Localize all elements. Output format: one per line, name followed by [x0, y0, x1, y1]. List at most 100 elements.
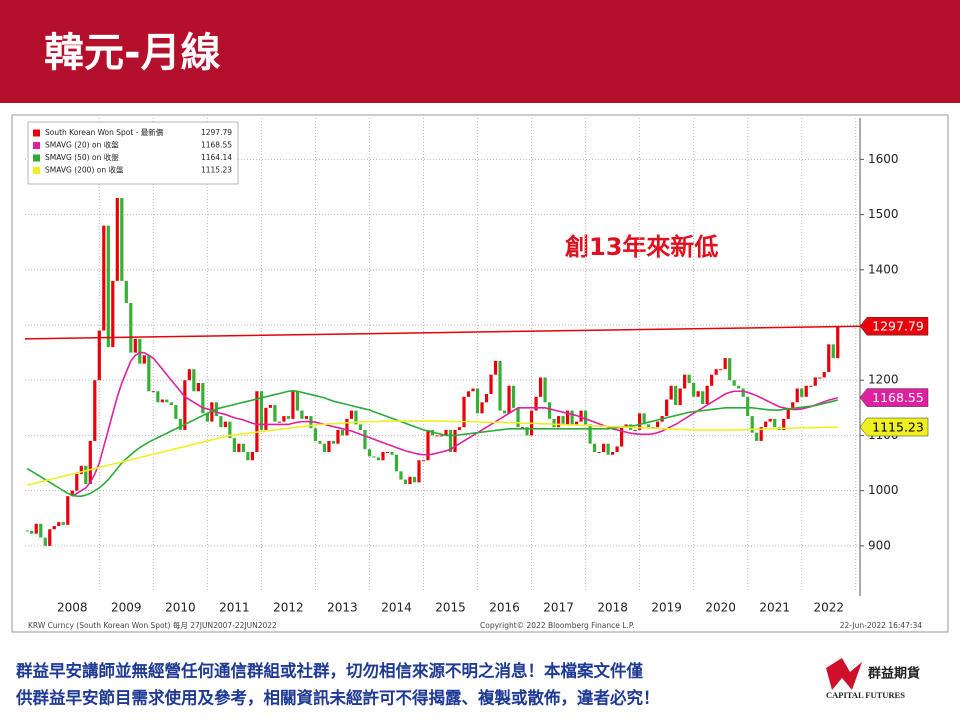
candle [327, 440, 331, 452]
candle [174, 405, 178, 419]
x-tick-label: 2015 [435, 601, 466, 615]
y-tick-label: 1600 [868, 152, 899, 166]
candle [602, 443, 606, 452]
candle [277, 421, 282, 423]
candle [678, 388, 682, 406]
candle [759, 427, 763, 441]
value-tag-label: 1168.55 [872, 390, 924, 405]
candle [192, 369, 196, 392]
candle [804, 385, 808, 397]
candle [426, 429, 430, 461]
candle [714, 369, 718, 375]
value-tag [859, 417, 929, 437]
candle [642, 413, 646, 425]
legend-box [27, 121, 239, 185]
candle [615, 446, 619, 452]
candle [692, 382, 696, 397]
candle [489, 374, 493, 395]
legend-label: SMAVG (50) on 收盤 [45, 152, 119, 162]
x-tick-label: 2009 [111, 601, 142, 615]
slide-title: 韓元-月線 [44, 30, 221, 76]
candle [295, 391, 300, 411]
candle [565, 410, 570, 425]
candle [588, 424, 592, 444]
candle [286, 416, 291, 419]
candle [669, 385, 673, 400]
candle [507, 385, 511, 414]
candle [723, 358, 727, 370]
candle [201, 382, 205, 414]
candle [827, 344, 831, 372]
candle [520, 427, 525, 429]
candle [701, 391, 705, 404]
candle [399, 471, 403, 480]
candle [791, 402, 795, 408]
candle [79, 465, 83, 475]
candle [300, 410, 304, 419]
candle [124, 280, 128, 303]
legend: South Korean Won Spot - 最新價 1297.79 SMAVG … [27, 121, 239, 185]
candle [836, 326, 840, 359]
candle [376, 457, 381, 461]
x-tick-label: 2014 [381, 601, 412, 615]
candle [719, 369, 723, 371]
value-tag-label: 1115.23 [872, 420, 924, 435]
candle [43, 537, 47, 546]
candle [543, 377, 547, 403]
candle [457, 427, 462, 430]
candle [448, 429, 453, 452]
candle [408, 476, 412, 485]
candle [493, 360, 498, 375]
candle [417, 460, 421, 483]
candle [579, 410, 583, 422]
candle [822, 371, 826, 378]
candle [498, 360, 502, 411]
footer-copyright: Copyright© 2022 Bloomberg Finance L.P. [480, 621, 635, 630]
candle [674, 385, 678, 406]
candle [818, 377, 822, 379]
logo-mark [826, 658, 862, 690]
candle [453, 429, 457, 452]
candle [93, 380, 97, 441]
candle [561, 416, 565, 425]
candle [142, 355, 146, 364]
candle [102, 225, 106, 331]
candle [538, 377, 543, 397]
legend-swatch [33, 129, 40, 137]
candle [381, 451, 385, 461]
candle [349, 410, 354, 419]
candle [255, 391, 259, 452]
candle [345, 418, 349, 436]
header-band [0, 0, 960, 103]
candle [196, 382, 200, 392]
x-tick-label: 2012 [273, 601, 304, 615]
candle [237, 443, 241, 452]
candle [534, 396, 538, 411]
candle [48, 529, 52, 546]
candle [282, 416, 286, 422]
candle [84, 465, 88, 485]
candle [750, 416, 754, 433]
y-tick-label: 1000 [868, 483, 899, 497]
candle [435, 435, 439, 437]
candle [318, 440, 322, 444]
candle [340, 429, 345, 436]
y-tick-label: 1500 [868, 207, 899, 221]
candle [241, 443, 245, 452]
candle [638, 413, 642, 430]
candle [385, 451, 390, 453]
candle [570, 410, 574, 425]
candle [592, 443, 597, 452]
candle [354, 410, 358, 425]
disclaimer-line: 供群益早安節目需求使用及參考，相關資訊未經許可不得揭露、複製或散佈，違者必究！ [15, 688, 660, 708]
candle [696, 391, 700, 397]
candle [480, 402, 484, 414]
candle [120, 198, 124, 281]
candle [165, 399, 169, 403]
candle [516, 407, 520, 428]
candle [813, 377, 817, 386]
logo-name: 群益期貨 [868, 666, 920, 682]
candle [786, 407, 790, 419]
candle [647, 424, 651, 428]
